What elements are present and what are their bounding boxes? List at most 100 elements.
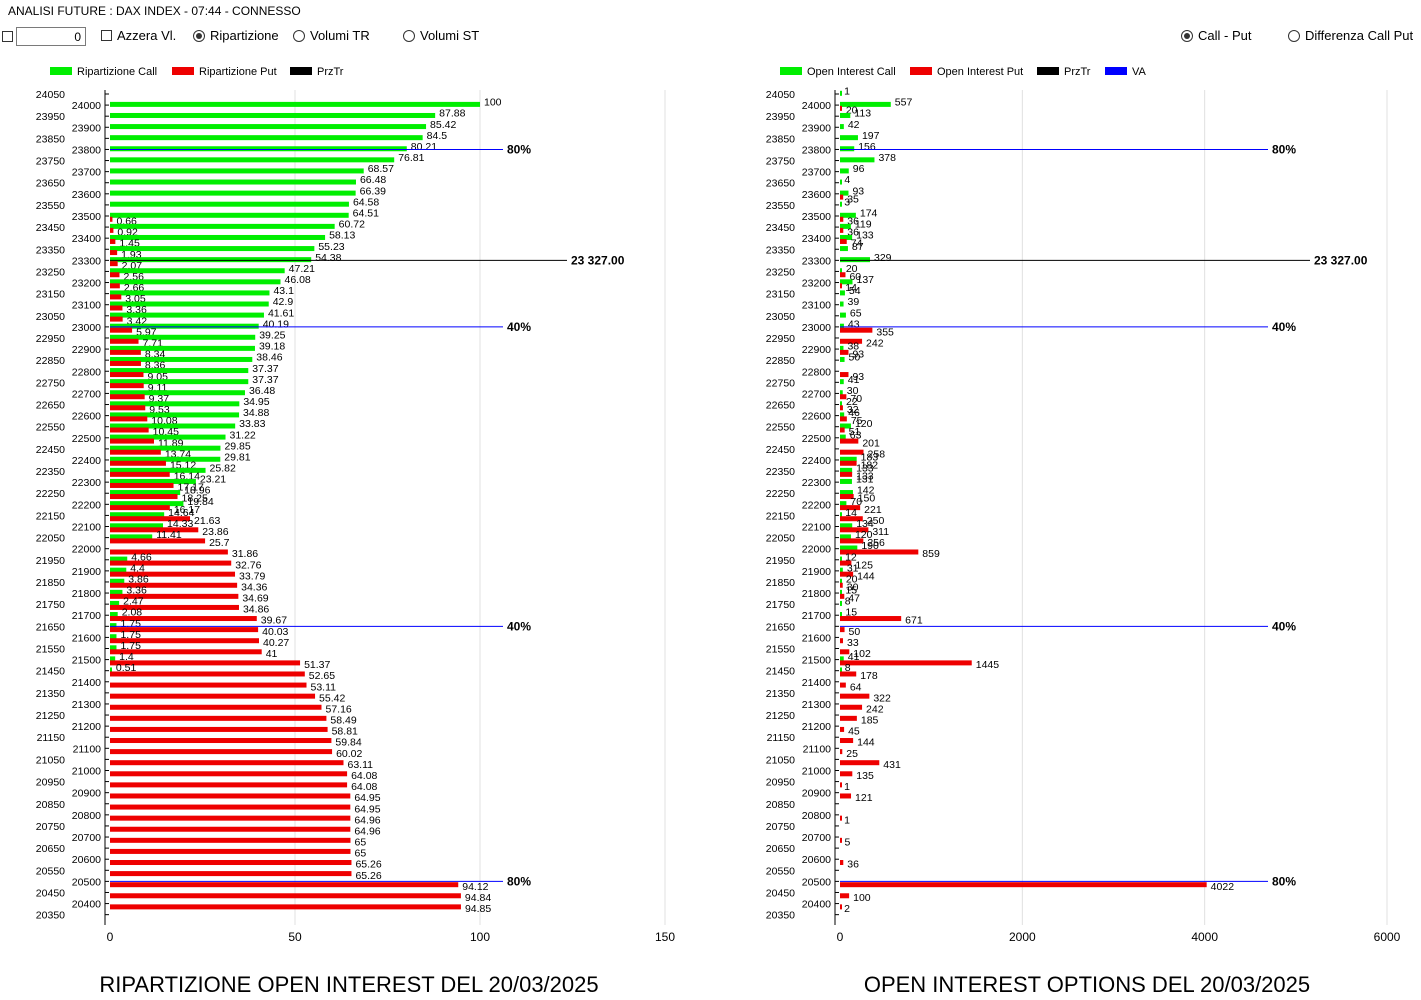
call-value-label: 34.88 [243,407,269,419]
call-value-label: 329 [874,252,892,264]
put-bar [110,549,228,555]
put-bar [840,216,844,222]
put-value-label: 16.17 [174,504,200,516]
call-value-label: 54 [849,285,861,297]
strike-label: 21200 [802,721,831,733]
call-bar [840,268,842,274]
call-value-label: 15 [845,585,857,597]
call-bar [840,390,843,396]
ripartizione-radio[interactable]: Ripartizione [193,28,279,43]
azzera-checkbox[interactable]: Azzera Vl. [101,28,176,43]
va-percent-label: 40% [507,619,531,633]
strike-label: 20450 [36,887,65,899]
call-bar [110,301,269,307]
call-value-label: 54.38 [315,252,341,264]
legend-label: Ripartizione Put [199,66,277,78]
legend-swatch [1105,67,1127,75]
differenza-radio[interactable]: Differenza Call Put [1288,28,1413,43]
strike-label: 20500 [802,876,831,888]
strike-label: 23050 [36,311,65,323]
call-bar [110,157,395,163]
put-value-label: 431 [883,759,901,771]
strike-label: 23700 [802,167,831,179]
strike-label: 22300 [72,477,101,489]
put-value-label: 2 [844,903,850,915]
put-value-label: 135 [856,770,874,782]
call-value-label: 19.84 [187,496,213,508]
strike-label: 23300 [72,255,101,267]
put-bar [840,394,847,400]
put-bar [110,693,316,699]
call-bar [110,345,255,351]
strike-label: 23400 [72,233,101,245]
strike-label: 21150 [767,732,796,744]
strike-label: 23100 [72,300,101,312]
put-bar [110,460,166,466]
call-value-label: 76.81 [398,152,424,164]
call-value-label: 41.61 [268,307,294,319]
call-bar [110,556,128,562]
put-value-label: 57.16 [325,703,351,715]
va-percent-label: 80% [507,874,531,888]
x-tick-label: 0 [107,930,114,944]
put-bar [840,272,846,278]
counter-checkbox[interactable] [2,31,13,42]
strike-label: 22400 [802,455,831,467]
strike-label: 20550 [36,865,65,877]
call-bar [840,279,853,285]
strike-label: 21550 [766,644,795,656]
volumi-st-radio[interactable]: Volumi ST [403,28,479,43]
strike-label: 23850 [36,133,65,145]
put-value-label: 121 [855,792,873,804]
put-value-label: 17.17 [178,482,204,494]
put-bar [840,882,1207,888]
put-value-label: 258 [868,448,886,460]
put-value-label: 34.69 [242,593,268,605]
volumi-tr-radio[interactable]: Volumi TR [293,28,370,43]
put-bar [840,760,880,766]
ripartizione-label: Ripartizione [210,28,279,43]
call-value-label: 37.37 [252,374,278,386]
strike-label: 23200 [802,278,831,290]
call-bar [110,423,236,429]
put-value-label: 125 [855,559,873,571]
put-value-label: 60 [849,271,861,283]
strike-label: 23550 [36,200,65,212]
call-value-label: 29.85 [224,440,250,452]
strike-label: 21750 [36,599,65,611]
strike-label: 23150 [766,289,795,301]
call-bar [840,423,851,429]
strike-label: 23800 [802,144,831,156]
strike-label: 24000 [72,100,101,112]
put-bar [110,715,327,721]
strike-label: 20350 [766,910,795,922]
call-bar [110,268,285,274]
put-value-label: 14 [845,282,857,294]
call-bar [110,334,256,340]
put-value-label: 34.36 [241,581,267,593]
call-bar [840,179,842,185]
call-value-label: 2.08 [122,607,143,619]
strike-label: 23600 [72,189,101,201]
call-put-radio[interactable]: Call - Put [1181,28,1251,43]
call-value-label: 100 [484,97,502,109]
strike-label: 20750 [36,821,65,833]
call-value-label: 197 [862,130,880,142]
call-value-label: 70 [850,496,862,508]
put-value-label: 133 [856,471,874,483]
put-value-label: 65 [355,837,367,849]
put-bar [840,327,873,333]
call-value-label: 12 [845,551,857,563]
call-bar [110,179,356,185]
put-bar [110,726,328,732]
strike-label: 23950 [766,111,795,123]
put-value-label: 93 [852,371,864,383]
put-bar [110,616,257,622]
call-value-label: 11.41 [156,529,182,541]
radio-icon [1288,29,1300,42]
counter-input[interactable] [16,27,86,46]
put-value-label: 32 [847,404,859,416]
put-value-label: 36 [847,227,859,239]
call-value-label: 190 [861,540,879,552]
